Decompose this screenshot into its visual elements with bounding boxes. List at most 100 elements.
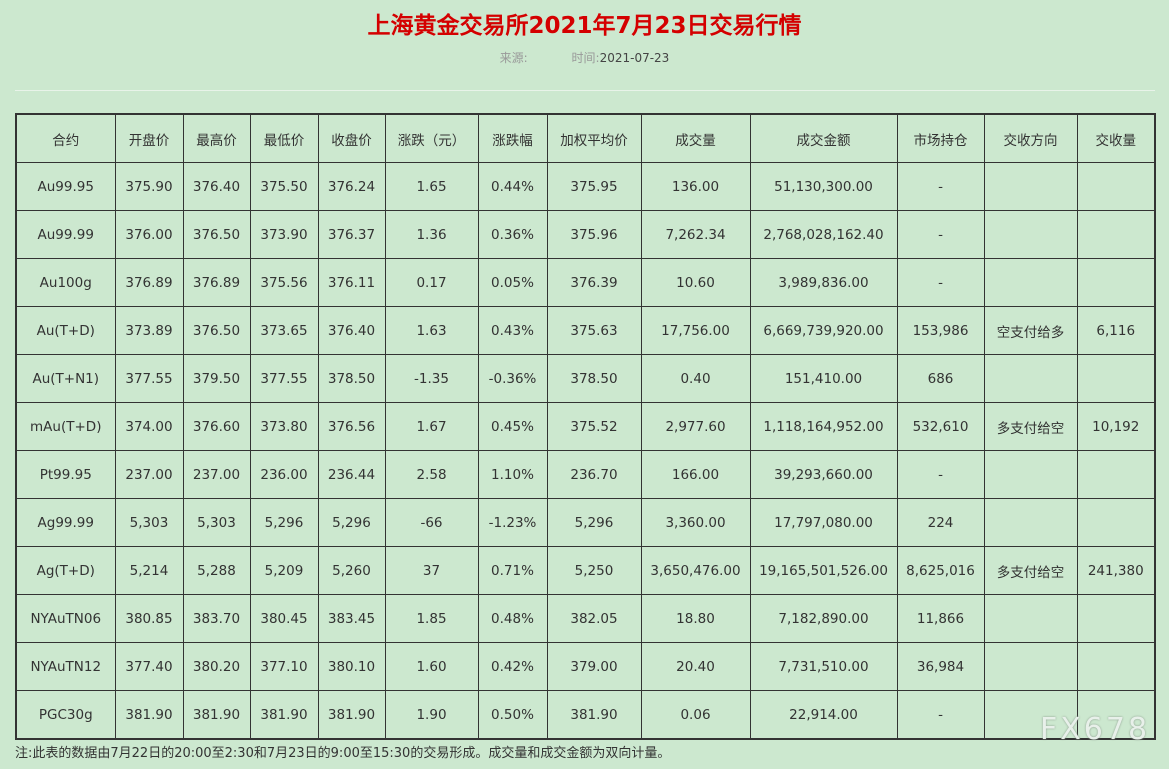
table-cell: 5,250: [546, 546, 642, 595]
table-cell: 237.00: [114, 450, 184, 499]
table-cell: 381.90: [546, 690, 642, 740]
table-cell: 376.60: [182, 402, 251, 451]
table-cell: 0.48%: [477, 594, 548, 643]
table-cell: 1.65: [384, 162, 479, 211]
table-cell: 373.80: [249, 402, 319, 451]
column-header: 市场持仓: [896, 113, 985, 163]
table-cell: 380.45: [249, 594, 319, 643]
table-row: NYAuTN12 377.40 380.20 377.10 380.10 1.60 0.42…: [15, 642, 1156, 691]
table-cell: 39,293,660.00: [749, 450, 898, 499]
table-cell: [983, 162, 1078, 211]
table-cell: NYAuTN12: [15, 642, 116, 691]
table-cell: 376.89: [182, 258, 251, 307]
table-cell: 166.00: [640, 450, 751, 499]
table-cell: 5,209: [249, 546, 319, 595]
table-cell: 382.05: [546, 594, 642, 643]
table-row: PGC30g 381.90 381.90 381.90 381.90 1.90 0.50% 3…: [15, 690, 1156, 740]
table-cell: 0.43%: [477, 306, 548, 355]
table-cell: [1076, 162, 1156, 211]
table-cell: 1.90: [384, 690, 479, 740]
table-cell: -66: [384, 498, 479, 547]
table-cell: 381.90: [317, 690, 386, 740]
table-cell: -0.36%: [477, 354, 548, 403]
table-row: Au99.95 375.90 376.40 375.50 376.24 1.65 0.44%…: [15, 162, 1156, 211]
table-cell: 6,116: [1076, 306, 1156, 355]
table-cell: 6,669,739,920.00: [749, 306, 898, 355]
table-cell: 3,989,836.00: [749, 258, 898, 307]
table-cell: 36,984: [896, 642, 985, 691]
table-cell: 1.36: [384, 210, 479, 259]
table-cell: 376.50: [182, 306, 251, 355]
table-cell: 136.00: [640, 162, 751, 211]
source-label: 来源:: [499, 51, 528, 65]
table-cell: 376.00: [114, 210, 184, 259]
table-cell: 376.50: [182, 210, 251, 259]
table-cell: -: [896, 210, 985, 259]
table-cell: 2,768,028,162.40: [749, 210, 898, 259]
table-cell: 686: [896, 354, 985, 403]
table-cell: -1.35: [384, 354, 479, 403]
table-cell: 1,118,164,952.00: [749, 402, 898, 451]
table-header-row: 合约 开盘价 最高价 最低价 收盘价 涨跌（元） 涨跌幅 加权平均价 成交量 成交金额 市场持仓 交收…: [15, 113, 1156, 163]
table-row: mAu(T+D) 374.00 376.60 373.80 376.56 1.67 0.45…: [15, 402, 1156, 451]
column-header: 涨跌幅: [477, 113, 548, 163]
table-cell: [983, 642, 1078, 691]
table-cell: 10.60: [640, 258, 751, 307]
table-cell: 380.85: [114, 594, 184, 643]
column-header: 最高价: [182, 113, 251, 163]
table-cell: Au99.95: [15, 162, 116, 211]
table-cell: 1.63: [384, 306, 479, 355]
table-cell: [983, 450, 1078, 499]
table-cell: 22,914.00: [749, 690, 898, 740]
table-cell: [983, 594, 1078, 643]
article-meta: 来源: 时间:2021-07-23: [0, 49, 1169, 66]
table-cell: [1076, 210, 1156, 259]
table-row: Au99.99 376.00 376.50 373.90 376.37 1.36 0.36%…: [15, 210, 1156, 259]
table-cell: Pt99.95: [15, 450, 116, 499]
table-cell: [983, 498, 1078, 547]
table-cell: 381.90: [114, 690, 184, 740]
table-cell: 375.63: [546, 306, 642, 355]
table-cell: -1.23%: [477, 498, 548, 547]
table-cell: 378.50: [546, 354, 642, 403]
column-header: 开盘价: [114, 113, 184, 163]
column-header: 最低价: [249, 113, 319, 163]
table-cell: 5,288: [182, 546, 251, 595]
watermark-logo: FX678: [1040, 712, 1151, 747]
table-cell: 379.00: [546, 642, 642, 691]
table-cell: 7,182,890.00: [749, 594, 898, 643]
table-cell: 532,610: [896, 402, 985, 451]
table-cell: 375.96: [546, 210, 642, 259]
table-cell: 37: [384, 546, 479, 595]
table-cell: PGC30g: [15, 690, 116, 740]
table-cell: 空支付给多: [983, 306, 1078, 355]
table-row: Au100g 376.89 376.89 375.56 376.11 0.17 0.05% 3…: [15, 258, 1156, 307]
table-row: Au(T+D) 373.89 376.50 373.65 376.40 1.63 0.43%…: [15, 306, 1156, 355]
table-cell: -: [896, 162, 985, 211]
table-cell: 377.55: [249, 354, 319, 403]
divider: [15, 90, 1155, 91]
table-cell: Au100g: [15, 258, 116, 307]
table-cell: Ag99.99: [15, 498, 116, 547]
table-cell: 375.52: [546, 402, 642, 451]
column-header: 涨跌（元）: [384, 113, 479, 163]
table-cell: -: [896, 690, 985, 740]
table-cell: 373.89: [114, 306, 184, 355]
table-cell: [983, 210, 1078, 259]
table-cell: 0.50%: [477, 690, 548, 740]
table-cell: 5,296: [249, 498, 319, 547]
table-cell: Au(T+D): [15, 306, 116, 355]
table-cell: Ag(T+D): [15, 546, 116, 595]
table-cell: 0.71%: [477, 546, 548, 595]
table-cell: [1076, 642, 1156, 691]
table-cell: 0.05%: [477, 258, 548, 307]
table-cell: 18.80: [640, 594, 751, 643]
table-cell: [1076, 594, 1156, 643]
table-cell: 381.90: [182, 690, 251, 740]
table-cell: 377.40: [114, 642, 184, 691]
table-cell: [1076, 690, 1156, 740]
table-cell: 237.00: [182, 450, 251, 499]
footnote: 注:此表的数据由7月22日的20:00至2:30和7月23日的9:00至15:3…: [15, 746, 671, 761]
table-cell: Au(T+N1): [15, 354, 116, 403]
time-label: 时间:: [571, 51, 600, 65]
